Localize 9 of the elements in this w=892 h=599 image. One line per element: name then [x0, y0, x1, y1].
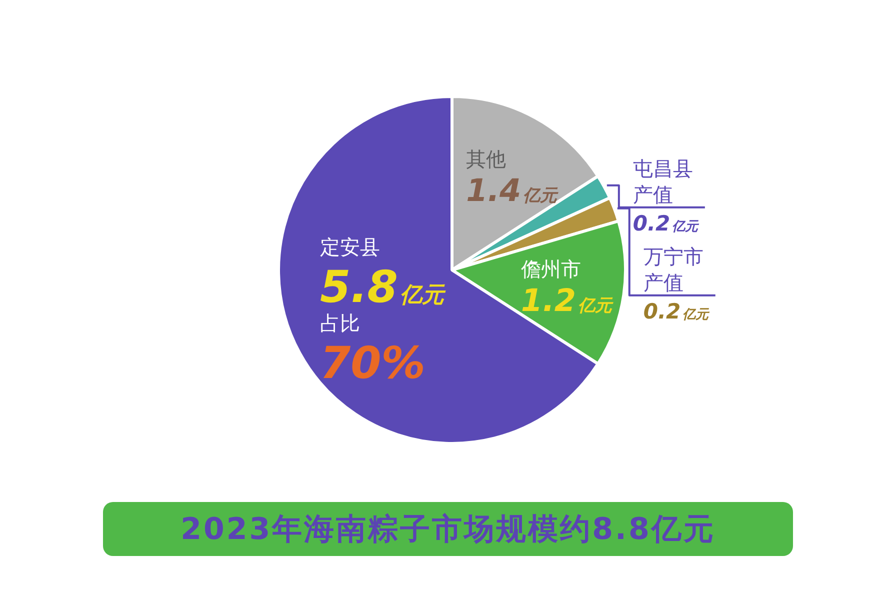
text: 占比 [320, 311, 360, 336]
slice-label: 万宁市产值 [643, 244, 704, 294]
data-label: 5.8亿元 [320, 262, 446, 314]
slice-label: 儋州市 [521, 256, 582, 281]
slice-label: 定安县 [320, 235, 380, 260]
title-banner: 2023年海南粽子市场规模约8.8亿元 [103, 502, 793, 556]
slice-label: 屯昌县产值 [632, 156, 693, 206]
text: 70% [320, 338, 426, 390]
slice-label: 其他 [466, 147, 506, 172]
